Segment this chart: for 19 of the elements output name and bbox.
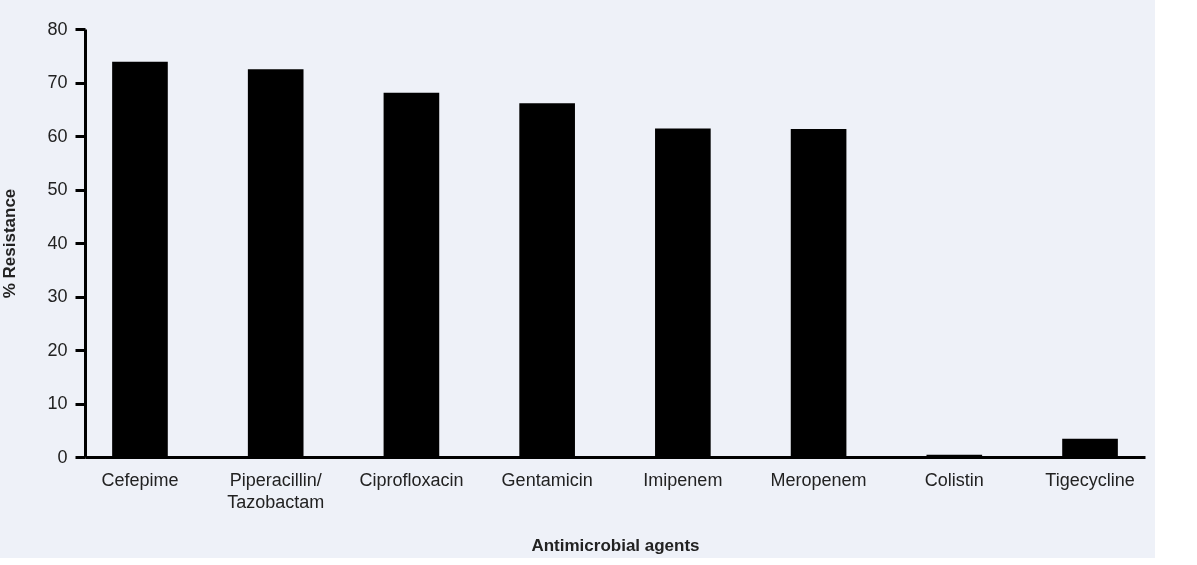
x-tick-label: Piperacillin/ Tazobactam	[227, 469, 325, 512]
y-tick-label: 0	[57, 446, 68, 467]
y-tick-label: 30	[47, 286, 68, 306]
x-tick-label: Imipenem	[643, 469, 723, 490]
x-tick-label: Gentamicin	[501, 469, 593, 490]
y-tick-label: 70	[47, 72, 68, 92]
y-tick-label: 10	[47, 393, 68, 413]
y-axis-title: % Resistance	[0, 188, 20, 299]
x-tick-label: Tigecycline	[1045, 469, 1135, 490]
y-tick-label: 20	[47, 339, 68, 360]
x-tick-label: Ciprofloxacin	[359, 469, 464, 490]
x-tick-label: Colistin	[924, 469, 984, 490]
x-axis-title: Antimicrobial agents	[531, 535, 700, 555]
y-tick-label: 40	[47, 232, 68, 253]
x-tick-label: Cefepime	[101, 469, 179, 490]
y-tick-label: 80	[47, 18, 68, 39]
y-tick-label: 50	[47, 179, 68, 199]
y-tick-label: 60	[47, 125, 68, 146]
x-tick-label: Meropenem	[770, 469, 867, 490]
